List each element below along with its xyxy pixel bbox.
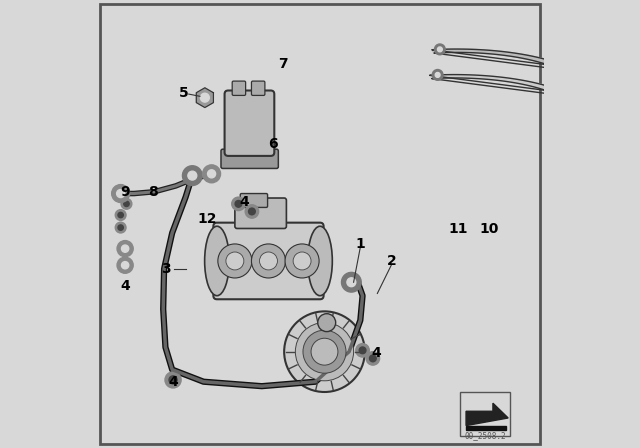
Circle shape (303, 330, 346, 373)
Circle shape (347, 278, 356, 287)
Ellipse shape (308, 226, 332, 296)
Text: 4: 4 (168, 375, 178, 389)
Polygon shape (196, 88, 213, 108)
Circle shape (226, 252, 244, 270)
Circle shape (118, 212, 124, 218)
Circle shape (556, 86, 567, 96)
Text: 5: 5 (179, 86, 188, 100)
Circle shape (118, 225, 124, 230)
Circle shape (342, 272, 361, 292)
Circle shape (252, 244, 285, 278)
Circle shape (115, 210, 126, 220)
Circle shape (117, 257, 133, 273)
Circle shape (284, 311, 365, 392)
Text: 8: 8 (148, 185, 158, 199)
Text: 7: 7 (278, 56, 288, 71)
Circle shape (122, 245, 129, 252)
Circle shape (182, 166, 202, 185)
Circle shape (116, 190, 125, 198)
Circle shape (356, 344, 369, 357)
FancyBboxPatch shape (240, 194, 268, 207)
Text: 12: 12 (197, 211, 217, 226)
Circle shape (124, 201, 129, 207)
Text: 1: 1 (355, 237, 365, 251)
Circle shape (318, 314, 336, 332)
Text: 4: 4 (371, 346, 381, 360)
Circle shape (435, 73, 440, 78)
FancyBboxPatch shape (252, 81, 265, 95)
Circle shape (435, 44, 445, 55)
FancyBboxPatch shape (235, 198, 287, 228)
Circle shape (296, 323, 354, 381)
Text: 4: 4 (240, 195, 250, 210)
FancyBboxPatch shape (225, 90, 275, 156)
Polygon shape (432, 49, 568, 69)
Circle shape (203, 165, 221, 183)
Circle shape (232, 197, 245, 211)
Circle shape (245, 205, 259, 218)
Circle shape (165, 372, 181, 388)
Circle shape (432, 69, 443, 80)
Circle shape (115, 222, 126, 233)
Circle shape (200, 93, 209, 102)
Circle shape (117, 241, 133, 257)
Circle shape (218, 244, 252, 278)
Text: 10: 10 (479, 222, 499, 237)
FancyBboxPatch shape (221, 149, 278, 168)
FancyBboxPatch shape (232, 81, 246, 95)
Polygon shape (466, 426, 506, 430)
FancyBboxPatch shape (213, 223, 324, 299)
Circle shape (235, 200, 242, 207)
Circle shape (359, 347, 366, 354)
Text: 4: 4 (120, 279, 130, 293)
Circle shape (561, 63, 566, 68)
Text: 11: 11 (448, 222, 468, 237)
Circle shape (260, 252, 278, 270)
Circle shape (293, 252, 311, 270)
Circle shape (248, 208, 255, 215)
Circle shape (112, 185, 130, 202)
Text: 9: 9 (120, 185, 130, 199)
Circle shape (207, 170, 216, 178)
Bar (460, 392, 509, 436)
Circle shape (169, 376, 177, 384)
Text: 2: 2 (387, 254, 397, 268)
Ellipse shape (205, 226, 229, 296)
Circle shape (188, 171, 196, 180)
Polygon shape (429, 75, 566, 95)
Circle shape (121, 198, 132, 209)
Circle shape (558, 60, 569, 71)
Circle shape (438, 47, 442, 52)
Circle shape (285, 244, 319, 278)
Text: 6: 6 (268, 137, 278, 151)
Circle shape (311, 338, 338, 365)
Text: 3: 3 (161, 262, 170, 276)
Text: 00_2508.2: 00_2508.2 (464, 431, 506, 440)
Circle shape (366, 352, 380, 365)
Circle shape (122, 262, 129, 269)
Circle shape (559, 89, 564, 93)
Circle shape (369, 355, 376, 362)
Polygon shape (466, 403, 508, 426)
